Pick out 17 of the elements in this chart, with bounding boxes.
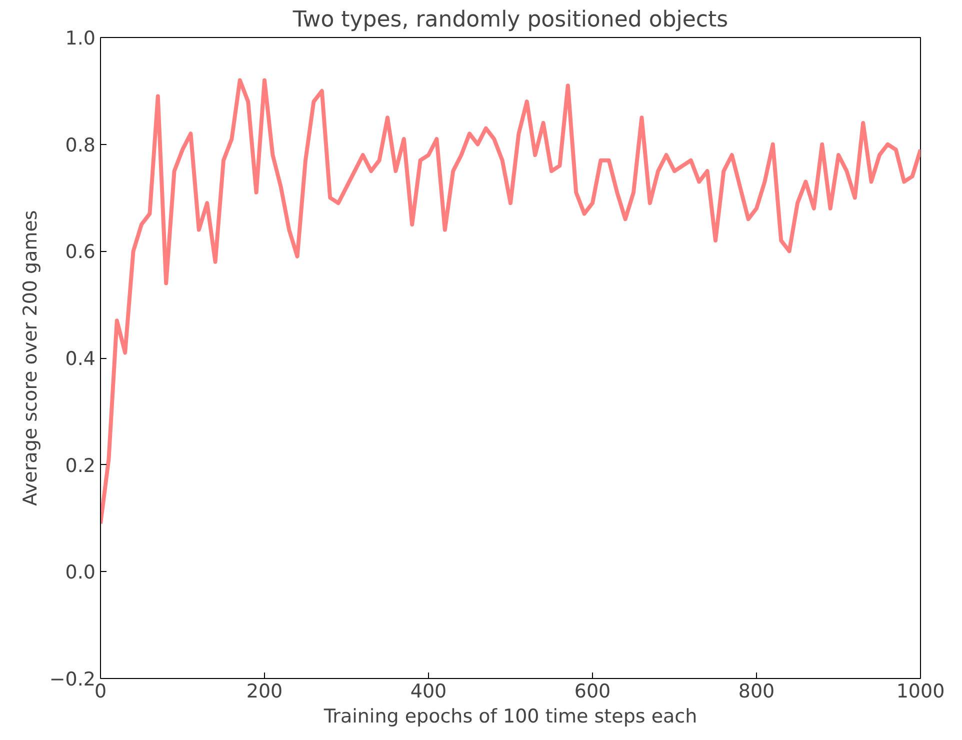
y-tick-label: −0.2 [49, 668, 96, 690]
y-tick-label: 0.4 [65, 348, 96, 370]
x-tick-label: 1000 [896, 680, 945, 702]
y-tick-label: 0.6 [65, 241, 96, 264]
line-series [100, 78, 920, 526]
y-tick-label: 0.2 [65, 454, 96, 477]
x-tick-label: 400 [410, 680, 447, 702]
chart-title: Two types, randomly positioned objects [292, 8, 728, 32]
x-tick-label: 800 [738, 680, 775, 702]
y-tick-label: 0.0 [65, 562, 96, 584]
y-tick-label: 0.8 [65, 134, 96, 156]
y-tick-label: 1.0 [65, 28, 96, 50]
y-axis-title: Average score over 200 games [19, 210, 42, 506]
x-tick-label: 200 [246, 680, 283, 702]
x-tick-label: 600 [574, 680, 611, 702]
x-tick-label: 0 [94, 680, 107, 702]
x-axis-title: Training epochs of 100 time steps each [322, 706, 698, 728]
